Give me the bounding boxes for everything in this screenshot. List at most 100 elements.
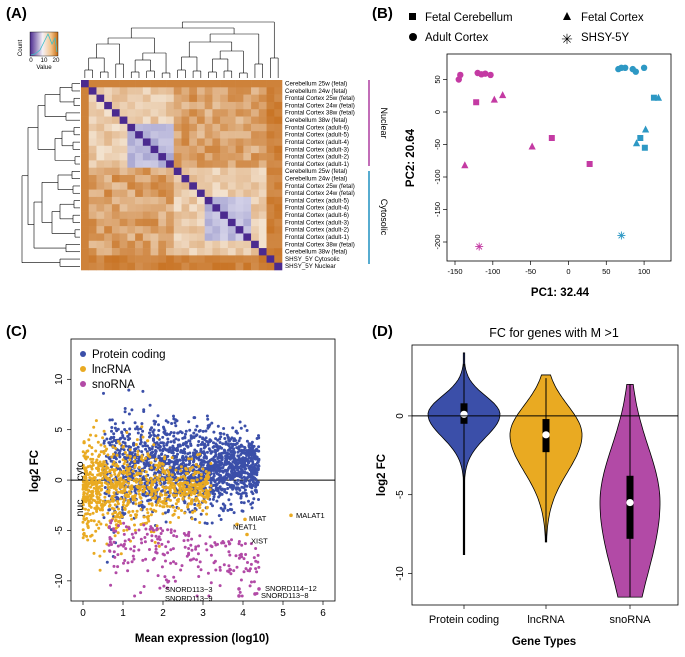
heatmap-cell <box>189 131 198 139</box>
ma-point-protein-coding <box>144 494 148 498</box>
heatmap-cell <box>196 101 205 110</box>
ma-y-tick-label: -5 <box>54 526 65 535</box>
ma-point-protein-coding <box>164 432 168 436</box>
ma-point-lncrna <box>131 509 135 513</box>
ma-point-protein-coding <box>136 427 140 431</box>
heatmap-cell <box>235 138 244 147</box>
heatmap-cell <box>150 116 159 125</box>
heatmap-cell <box>166 145 175 154</box>
heatmap-cell <box>251 131 260 139</box>
ma-point-lncrna <box>171 482 175 486</box>
ma-point-snorna <box>157 535 161 539</box>
ma-point-snorna <box>254 559 258 563</box>
violin-x-tick-label: snoRNA <box>610 614 652 626</box>
ma-point-lncrna <box>116 439 120 443</box>
heatmap-cell <box>220 123 229 132</box>
ma-point-protein-coding <box>192 416 196 420</box>
ma-point-snorna <box>227 550 231 554</box>
ma-point-lncrna <box>174 468 178 472</box>
ma-point-lncrna <box>81 528 85 532</box>
ma-point-protein-coding <box>189 434 193 438</box>
heatmap-cell <box>266 204 275 212</box>
ma-point-lncrna <box>125 504 128 508</box>
heatmap-cell <box>227 211 236 220</box>
heatmap-cell <box>158 218 167 227</box>
pca-point-circle <box>640 64 648 72</box>
ma-point-lncrna <box>194 486 198 490</box>
ma-point-lncrna <box>168 466 172 470</box>
heatmap-cell <box>111 145 120 154</box>
heatmap-cell <box>96 196 105 205</box>
ma-point-lncrna <box>149 477 153 481</box>
heatmap-cell <box>88 182 97 190</box>
heatmap-cell <box>189 94 198 103</box>
ma-point-snorna <box>116 565 120 569</box>
ma-point-protein-coding <box>174 424 178 428</box>
heatmap-cell <box>189 175 198 183</box>
row-dendrogram <box>21 83 80 267</box>
ma-x-tick-label: 6 <box>320 608 326 619</box>
heatmap-cell <box>88 175 97 183</box>
heatmap-cell <box>204 145 213 154</box>
ma-point-lncrna <box>125 493 129 497</box>
ma-point-lncrna <box>122 529 126 532</box>
ma-point-protein-coding <box>130 460 134 464</box>
ma-point-lncrna <box>172 494 176 498</box>
ma-point-protein-coding <box>173 421 177 425</box>
column-dendrogram <box>84 21 279 78</box>
ma-point-lncrna <box>150 487 154 491</box>
heatmap-cell <box>235 248 244 256</box>
ma-point-snorna <box>220 541 224 545</box>
ma-point-protein-coding <box>154 420 158 424</box>
ma-point-snorna <box>132 545 136 549</box>
heatmap-cell <box>274 233 283 242</box>
heatmap-cell <box>166 189 175 198</box>
ma-point-lncrna <box>85 522 89 526</box>
legend-circle-marker <box>409 33 417 41</box>
heatmap-cell <box>127 240 136 249</box>
ma-point-protein-coding <box>141 444 145 448</box>
ma-point-lncrna <box>119 489 123 493</box>
heatmap-cell <box>142 262 151 271</box>
ma-point-snorna <box>161 552 165 556</box>
ma-point-lncrna <box>194 463 198 466</box>
heatmap-cell <box>243 167 252 176</box>
heatmap-cell <box>119 167 128 176</box>
heatmap-cell <box>235 145 244 154</box>
heatmap-cell <box>150 131 159 139</box>
ma-point-lncrna <box>176 499 180 503</box>
ma-point-protein-coding <box>188 451 192 455</box>
ma-point-lncrna <box>139 507 143 511</box>
heatmap-cell <box>119 248 128 256</box>
heatmap-cell <box>243 196 252 205</box>
ma-point-lncrna <box>81 520 85 524</box>
heatmap-cell <box>166 196 175 205</box>
heatmap-cell <box>204 138 213 147</box>
heatmap-row-label: Cerebellum 25w (fetal) <box>285 168 347 175</box>
ma-point-lncrna <box>198 506 202 510</box>
heatmap-cell <box>274 218 283 227</box>
ma-point-snorna <box>140 541 144 545</box>
ma-point-snorna <box>156 541 160 545</box>
ma-point-lncrna <box>196 483 200 487</box>
legend-snorna: snoRNA <box>92 379 135 391</box>
ma-point-protein-coding <box>148 464 152 468</box>
ma-point-snorna <box>197 544 200 548</box>
ma-point-protein-coding <box>188 455 192 459</box>
heatmap-cell <box>266 145 275 154</box>
ma-point-snorna <box>164 545 168 549</box>
ma-point-protein-coding <box>204 436 208 440</box>
heatmap-cell <box>96 123 105 132</box>
heatmap-cell <box>96 211 105 220</box>
heatmap-cell <box>251 160 260 168</box>
ma-point-snorna <box>112 540 116 544</box>
ma-point-protein-coding <box>212 472 216 476</box>
ma-point-lncrna <box>101 477 105 480</box>
ma-point-lncrna <box>90 446 94 450</box>
heatmap-row-label: Frontal Cortex (adult-1) <box>285 161 349 168</box>
heatmap-row-label: Frontal Cortex (adult-4) <box>285 139 349 146</box>
heatmap-cell <box>212 211 221 220</box>
heatmap-cell <box>212 226 221 234</box>
ma-point-lncrna <box>122 498 126 502</box>
